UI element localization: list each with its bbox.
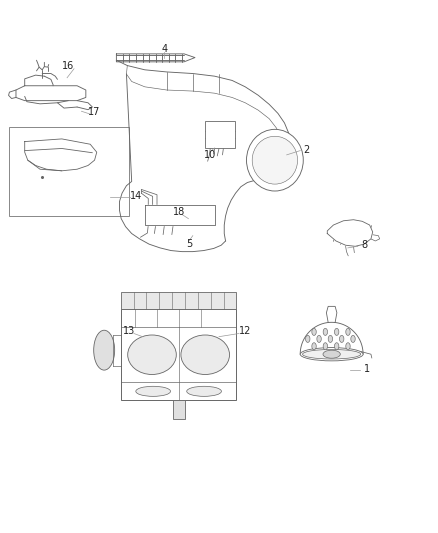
Ellipse shape — [328, 335, 332, 342]
Text: 16: 16 — [62, 61, 74, 70]
Polygon shape — [145, 205, 215, 225]
Text: 1: 1 — [364, 364, 371, 374]
Ellipse shape — [317, 335, 321, 342]
Ellipse shape — [303, 350, 361, 359]
Text: 5: 5 — [186, 239, 192, 248]
Ellipse shape — [181, 335, 230, 375]
Ellipse shape — [346, 343, 350, 350]
Ellipse shape — [128, 335, 177, 375]
Text: 13: 13 — [123, 326, 135, 336]
Text: 12: 12 — [239, 326, 251, 336]
Text: 10: 10 — [204, 150, 216, 160]
Bar — [121, 309, 237, 400]
Ellipse shape — [323, 343, 328, 350]
Ellipse shape — [187, 386, 222, 397]
Text: 18: 18 — [173, 207, 185, 217]
Ellipse shape — [335, 328, 339, 335]
Ellipse shape — [247, 130, 303, 191]
Ellipse shape — [323, 350, 340, 358]
Text: 4: 4 — [161, 44, 167, 53]
Ellipse shape — [346, 328, 350, 335]
Ellipse shape — [323, 328, 328, 335]
Text: 17: 17 — [88, 107, 101, 117]
Ellipse shape — [351, 335, 355, 342]
Bar — [173, 400, 185, 419]
Ellipse shape — [306, 335, 310, 342]
Text: 14: 14 — [130, 191, 142, 201]
Ellipse shape — [312, 328, 316, 335]
Polygon shape — [327, 220, 373, 246]
Ellipse shape — [335, 343, 339, 350]
Bar — [9, 127, 129, 216]
Text: 8: 8 — [361, 240, 367, 250]
Ellipse shape — [136, 386, 170, 397]
Ellipse shape — [252, 136, 297, 184]
Ellipse shape — [312, 343, 316, 350]
Ellipse shape — [339, 335, 344, 342]
Ellipse shape — [94, 330, 115, 370]
Bar — [121, 292, 237, 309]
Bar — [205, 121, 235, 149]
Text: 2: 2 — [303, 144, 310, 155]
Ellipse shape — [300, 348, 363, 361]
